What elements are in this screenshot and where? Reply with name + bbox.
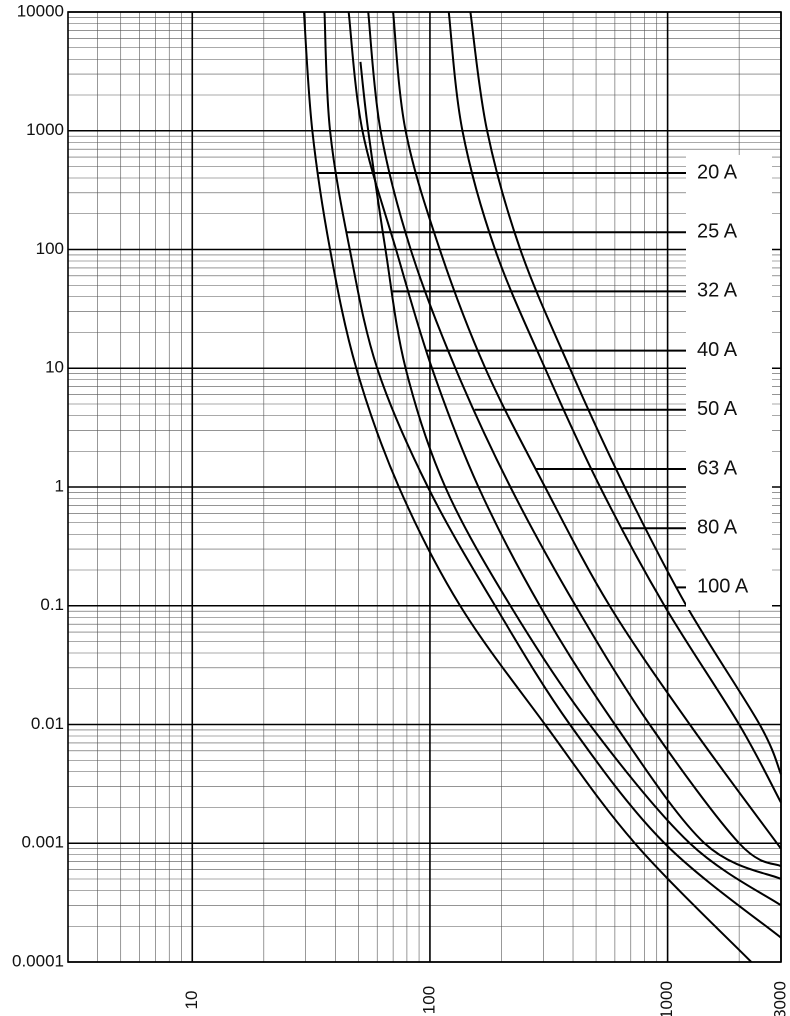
y-tick-label: 1000 [26, 120, 64, 139]
y-tick-label: 10 [45, 358, 64, 377]
legend-label: 63 A [697, 457, 738, 479]
curve [302, 11, 753, 963]
legend-background [686, 155, 772, 610]
y-tick-label: 10000 [17, 1, 64, 20]
y-tick-label: 0.0001 [12, 951, 64, 970]
legend-label: 20 A [697, 161, 738, 183]
y-tick-label: 0.1 [40, 595, 64, 614]
curve [469, 11, 782, 775]
legend-label: 32 A [697, 280, 738, 302]
x-tick-label: 1000 [657, 981, 676, 1016]
legend: 20 A 25 A 32 A 40 A 50 A 63 A 80 A 100 A [318, 155, 772, 610]
y-tick-label: 100 [36, 239, 64, 258]
legend-label: 40 A [697, 339, 738, 361]
x-tick-label: 10 [182, 991, 201, 1010]
curve [392, 11, 782, 850]
y-tick-label: 0.01 [31, 714, 64, 733]
curve [367, 11, 782, 868]
curve [323, 11, 782, 939]
legend-label: 80 A [697, 516, 738, 538]
legend-label: 25 A [697, 220, 738, 242]
curve [359, 61, 782, 907]
legend-label: 50 A [697, 398, 738, 420]
x-tick-label: 100 [419, 986, 438, 1014]
legend-label: 100 A [697, 576, 749, 598]
x-tick-label: 3000 [770, 981, 789, 1016]
curve [447, 11, 782, 804]
plot-frame [67, 11, 782, 963]
y-tick-label: 1 [55, 476, 64, 495]
y-tick-label: 0.001 [21, 833, 64, 852]
